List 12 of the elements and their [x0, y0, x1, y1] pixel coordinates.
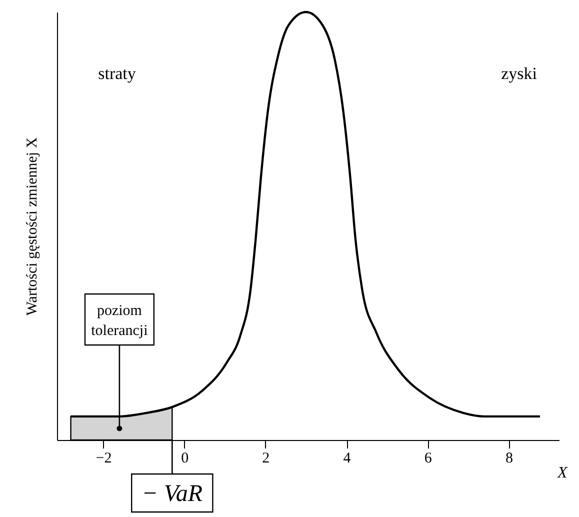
annotation: poziom tolerancji [91, 303, 148, 339]
y-axis-title: Wartości gęstości zmiennej X [24, 137, 40, 316]
x-tick-label: 0 [181, 450, 189, 466]
x-tick-label: −2 [96, 450, 112, 466]
x-tick-label: 2 [262, 450, 270, 466]
annotation: straty [98, 64, 136, 83]
x-tick-label: 6 [424, 450, 432, 466]
x-tick-label: 8 [505, 450, 513, 466]
x-tick-label: 4 [343, 450, 352, 466]
annotation: − VaR [142, 481, 203, 507]
x-axis-title: X [556, 464, 568, 482]
annotation: zyski [501, 64, 538, 83]
